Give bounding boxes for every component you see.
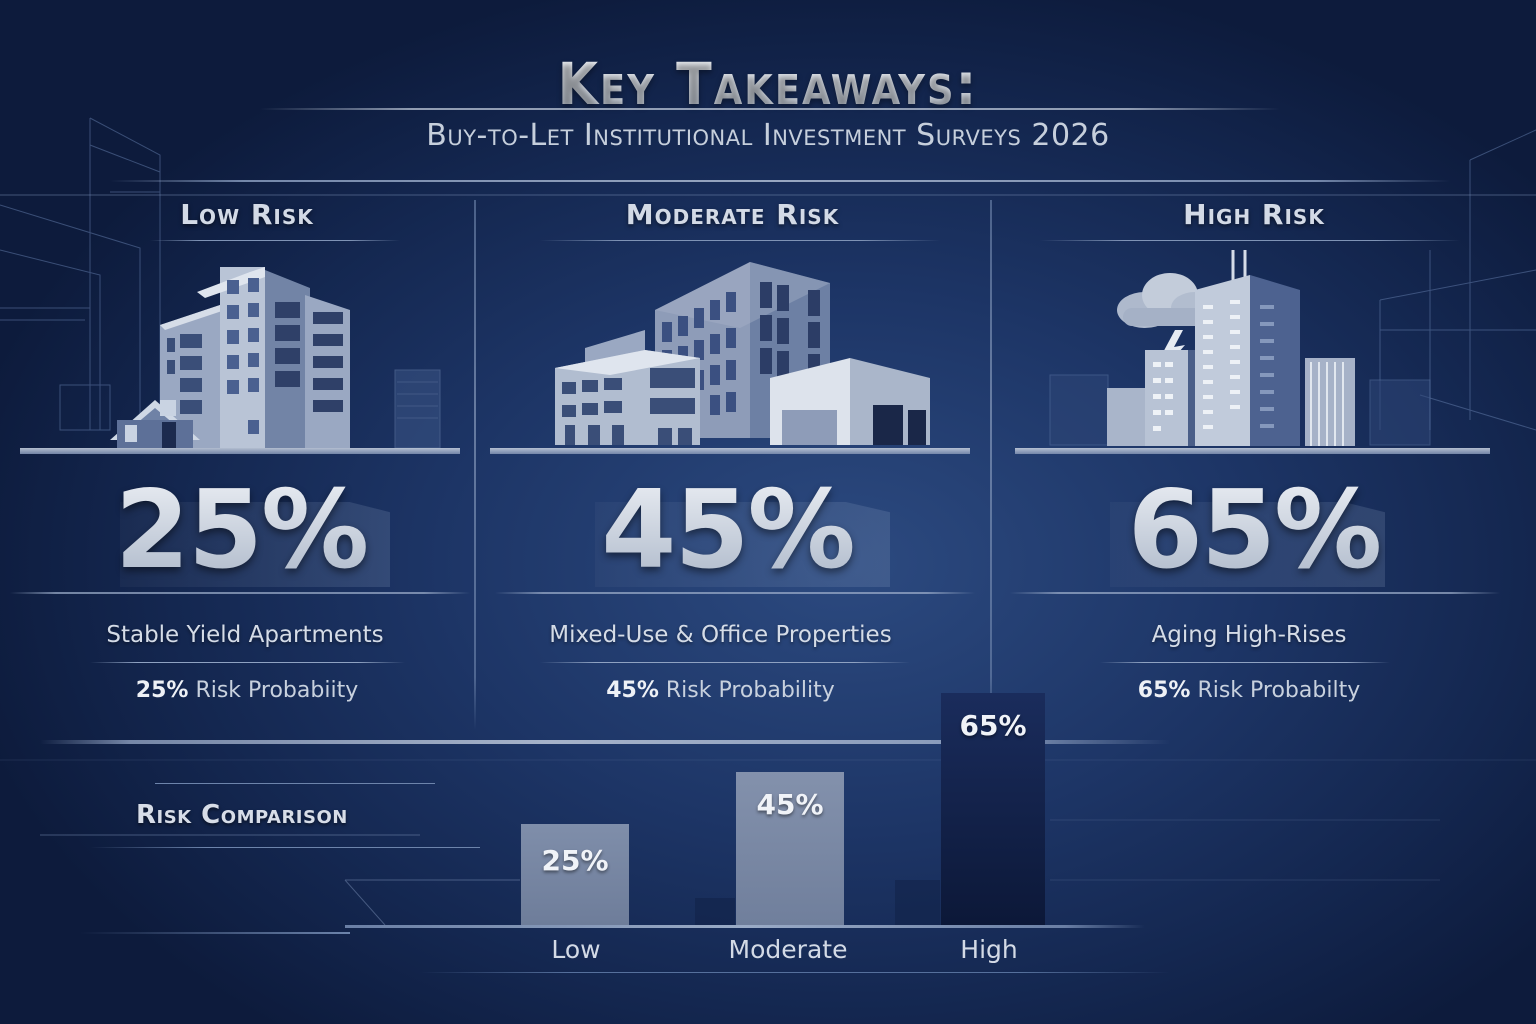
risk-card-moderate: Moderate Risk [475,190,990,730]
property-type: Aging High-Rises [1151,622,1347,648]
risk-value: 25% [0,468,488,593]
chart-footer-rule [420,972,1170,973]
risk-probability-label: Risk Probabiity [195,678,359,703]
risk-probability: 25% Risk Probabiity [0,678,494,703]
value-backdrop [120,502,390,587]
risk-probability-label: Risk Probabilty [1197,678,1361,703]
property-type: Mixed-Use & Office Properties [549,622,892,648]
column-divider [990,200,992,730]
x-axis-label: Moderate [728,935,848,964]
value-backdrop [1110,502,1385,587]
description-divider [1100,662,1390,663]
value-divider [1010,592,1500,594]
risk-probability: 65% Risk Probabilty [990,678,1508,703]
ground-line [20,448,460,454]
bar-value-label: 25% [541,844,609,877]
chart-baseline [345,925,1145,928]
section-divider [40,740,1170,744]
column-divider [474,200,476,730]
heading-divider [1040,240,1460,241]
page-subtitle: Buy-to-Let Institutional Investment Surv… [426,118,1110,153]
risk-probability-value: 25% [135,678,189,703]
bar-moderate: 45% [736,772,844,925]
risk-heading: Low Risk [180,198,314,231]
risk-card-high: High Risk [990,190,1536,730]
chart-label-rule [90,847,480,848]
chart-title: Risk Comparison [136,800,348,830]
risk-heading: High Risk [1183,198,1325,231]
risk-probability: 45% Risk Probability [463,678,978,703]
value-divider [495,592,975,594]
bar-value-label: 45% [756,788,824,821]
page-title: Key Takeaways: [0,50,1536,118]
risk-value: 65% [990,468,1518,593]
value-divider [10,592,470,594]
chart-label-rule [80,932,350,934]
header-divider [110,180,1450,182]
risk-card-low: Low Risk [0,190,475,730]
storm-highrise-icon [1049,250,1431,446]
title-divider [260,108,1280,110]
risk-probability-value: 65% [1137,678,1191,703]
office-buildings-icon [555,262,930,445]
bar-high: 65% [941,693,1045,925]
ground-line [490,448,970,454]
bar-low: 25% [521,824,629,925]
ground-line [1015,448,1490,454]
risk-heading: Moderate Risk [625,198,840,231]
x-axis-label: High [960,935,1018,964]
chart-label-rule [155,783,435,784]
description-divider [540,662,910,663]
heading-divider [150,240,400,241]
risk-probability-value: 45% [606,678,659,703]
description-divider [90,662,405,663]
risk-value: 45% [470,468,985,593]
apartment-house-icon [110,267,441,449]
value-backdrop [595,502,890,587]
heading-divider [540,240,940,241]
x-axis-label: Low [551,935,601,964]
bar-value-label: 65% [959,709,1027,742]
property-type: Stable Yield Apartments [106,622,384,648]
risk-probability-label: Risk Probability [665,678,835,703]
